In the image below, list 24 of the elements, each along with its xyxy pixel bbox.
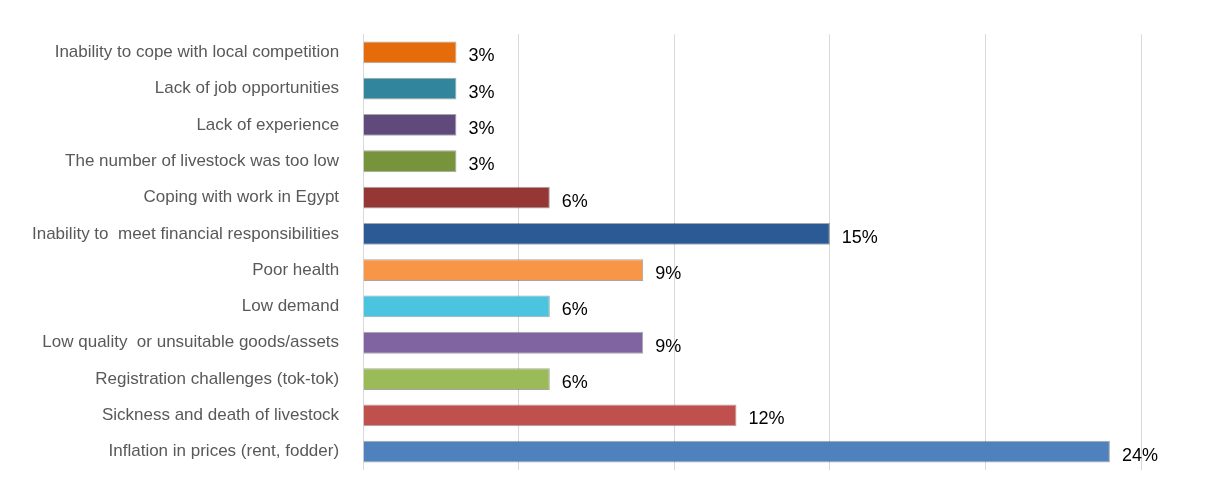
y-tick-label: Low demand xyxy=(241,296,340,316)
data-label: 3% xyxy=(468,81,495,102)
data-label: 9% xyxy=(655,335,682,356)
data-label: 6% xyxy=(561,372,588,393)
data-label: 6% xyxy=(561,299,588,320)
y-tick-label: Inability to meet financial responsibilities xyxy=(31,223,340,243)
data-label: 9% xyxy=(655,263,682,284)
y-tick-label: Low quality or unsuitable goods/assets xyxy=(42,332,340,352)
data-label: 12% xyxy=(748,408,785,429)
y-tick-label: Sickness and death of livestock xyxy=(101,405,340,425)
y-tick-label: Lack of experience xyxy=(196,114,340,134)
y-tick-label: The number of livestock was too low xyxy=(65,150,340,170)
y-tick-label: Lack of job opportunities xyxy=(154,78,340,98)
y-tick-label: Registration challenges (tok-tok) xyxy=(95,368,340,388)
data-label: 15% xyxy=(841,226,878,247)
data-label: 24% xyxy=(1121,444,1158,465)
data-label: 3% xyxy=(468,45,495,66)
y-tick-label: Inflation in prices (rent, fodder) xyxy=(108,441,340,461)
y-tick-label: Inability to cope with local competition xyxy=(54,42,340,62)
y-tick-label: Coping with work in Egypt xyxy=(143,187,340,207)
data-label: 3% xyxy=(468,117,495,138)
y-tick-label: Poor health xyxy=(252,259,340,279)
data-label: 3% xyxy=(468,154,495,175)
data-label: 6% xyxy=(561,190,588,211)
